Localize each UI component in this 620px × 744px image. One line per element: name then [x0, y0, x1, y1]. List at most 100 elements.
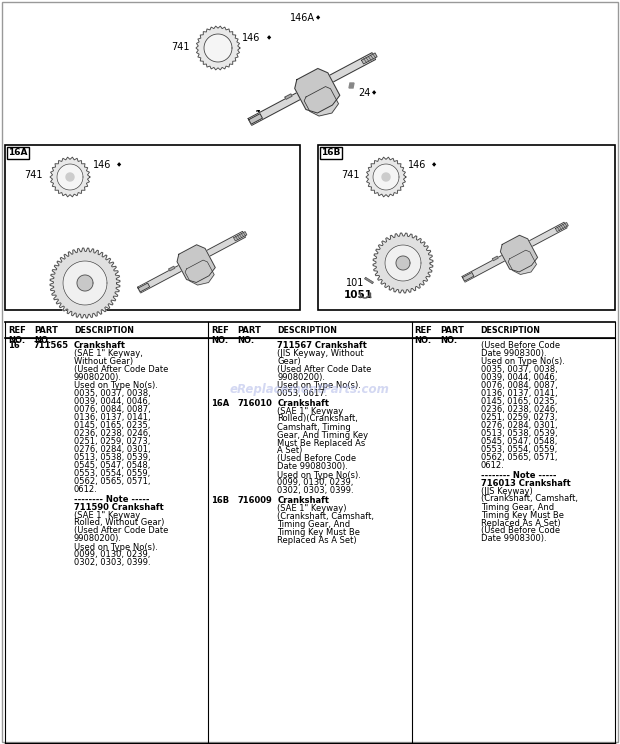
- Polygon shape: [138, 283, 149, 292]
- Text: 0035, 0037, 0038,: 0035, 0037, 0038,: [74, 389, 151, 398]
- Text: 716013 Crankshaft: 716013 Crankshaft: [480, 478, 570, 487]
- Polygon shape: [304, 86, 339, 116]
- Text: Date 9908300).: Date 9908300).: [480, 349, 546, 358]
- Polygon shape: [198, 231, 246, 261]
- Text: 0513, 0538, 0539,: 0513, 0538, 0539,: [74, 453, 151, 462]
- Text: PART
NO.: PART NO.: [441, 326, 464, 345]
- Text: (Crankshaft, Camshaft,: (Crankshaft, Camshaft,: [277, 512, 374, 521]
- Polygon shape: [185, 260, 214, 285]
- Text: (Used Before Code: (Used Before Code: [277, 455, 356, 464]
- Text: (JIS Keyway): (JIS Keyway): [480, 487, 533, 496]
- Text: 0562, 0565, 0571,: 0562, 0565, 0571,: [74, 477, 151, 486]
- Text: 146: 146: [242, 33, 260, 43]
- Text: 0039, 0044, 0046,: 0039, 0044, 0046,: [74, 397, 151, 406]
- Text: 0612.: 0612.: [480, 461, 505, 470]
- Polygon shape: [319, 53, 376, 87]
- Text: 0035, 0037, 0038,: 0035, 0037, 0038,: [480, 365, 557, 374]
- Text: 741: 741: [342, 170, 360, 180]
- Text: 711565: 711565: [34, 341, 69, 350]
- Text: Crankshaft: Crankshaft: [74, 341, 126, 350]
- Polygon shape: [77, 275, 93, 291]
- Text: 99080200).: 99080200).: [74, 373, 122, 382]
- Polygon shape: [57, 164, 83, 190]
- Text: 0612.: 0612.: [74, 485, 98, 494]
- Polygon shape: [285, 94, 292, 100]
- Text: PART
NO.: PART NO.: [34, 326, 58, 345]
- Text: Date 9908300).: Date 9908300).: [480, 534, 546, 544]
- Text: Crankshaft: Crankshaft: [277, 496, 329, 505]
- Polygon shape: [373, 233, 433, 293]
- Polygon shape: [249, 114, 262, 124]
- Text: Rolled, Without Gear): Rolled, Without Gear): [74, 519, 164, 527]
- Text: (Used After Code Date: (Used After Code Date: [277, 365, 372, 374]
- Text: 716009: 716009: [237, 496, 272, 505]
- Text: 0276, 0284, 0301,: 0276, 0284, 0301,: [480, 421, 557, 430]
- Text: 99080200).: 99080200).: [74, 534, 122, 544]
- Text: 0136, 0137, 0141,: 0136, 0137, 0141,: [480, 389, 557, 398]
- Text: 0236, 0238, 0246,: 0236, 0238, 0246,: [480, 405, 557, 414]
- Polygon shape: [204, 34, 232, 62]
- Text: 16: 16: [8, 341, 20, 350]
- Text: Camshaft, Timing: Camshaft, Timing: [277, 423, 351, 432]
- Text: DESCRIPTION: DESCRIPTION: [74, 326, 134, 335]
- Text: 0302, 0303, 0399.: 0302, 0303, 0399.: [277, 487, 354, 496]
- Text: 0545, 0547, 0548,: 0545, 0547, 0548,: [74, 461, 151, 470]
- Text: REF
NO.: REF NO.: [415, 326, 432, 345]
- Text: 0562, 0565, 0571,: 0562, 0565, 0571,: [480, 453, 557, 462]
- Polygon shape: [169, 266, 175, 271]
- Text: Without Gear): Without Gear): [74, 357, 133, 366]
- Text: Date 99080300).: Date 99080300).: [277, 463, 348, 472]
- Text: 711590 Crankshaft: 711590 Crankshaft: [74, 502, 164, 512]
- Text: ◆: ◆: [267, 36, 272, 40]
- Text: -------- Note -----: -------- Note -----: [74, 495, 149, 504]
- Polygon shape: [521, 222, 567, 251]
- Polygon shape: [50, 248, 120, 318]
- Polygon shape: [63, 261, 107, 305]
- Text: (SAE 1" Keyway): (SAE 1" Keyway): [277, 504, 347, 513]
- Polygon shape: [196, 26, 240, 70]
- Text: 741: 741: [172, 42, 190, 52]
- Text: (Used Before Code: (Used Before Code: [480, 341, 560, 350]
- Text: ◆: ◆: [117, 162, 122, 167]
- Text: 0251, 0259, 0273,: 0251, 0259, 0273,: [74, 437, 151, 446]
- Text: 16A: 16A: [8, 148, 28, 157]
- Text: 0236, 0238, 0246,: 0236, 0238, 0246,: [74, 429, 151, 438]
- Text: 0513, 0538, 0539,: 0513, 0538, 0539,: [480, 429, 557, 438]
- Polygon shape: [349, 83, 354, 88]
- Text: Replaced As A Set): Replaced As A Set): [480, 519, 560, 527]
- Text: 0251, 0259, 0273,: 0251, 0259, 0273,: [480, 413, 557, 422]
- Bar: [7, 147, 29, 159]
- Polygon shape: [177, 245, 215, 283]
- Polygon shape: [234, 231, 247, 241]
- Polygon shape: [294, 68, 340, 113]
- Text: Timing Key Must Be: Timing Key Must Be: [277, 528, 360, 537]
- Text: 146A: 146A: [290, 13, 315, 23]
- Text: 0545, 0547, 0548,: 0545, 0547, 0548,: [480, 437, 557, 446]
- Polygon shape: [361, 53, 377, 64]
- Text: DESCRIPTION: DESCRIPTION: [277, 326, 337, 335]
- Text: 0276, 0284, 0301,: 0276, 0284, 0301,: [74, 445, 151, 454]
- Polygon shape: [396, 256, 410, 270]
- FancyArrow shape: [365, 278, 373, 284]
- Text: 0136, 0137, 0141,: 0136, 0137, 0141,: [74, 413, 151, 422]
- Text: Used on Type No(s).: Used on Type No(s).: [277, 470, 361, 479]
- Text: DESCRIPTION: DESCRIPTION: [480, 326, 541, 335]
- Text: (Used Before Code: (Used Before Code: [480, 527, 560, 536]
- Text: 716010: 716010: [237, 399, 272, 408]
- Text: 101: 101: [346, 278, 365, 288]
- Text: 0099, 0130, 0239,: 0099, 0130, 0239,: [74, 551, 151, 559]
- Text: Crankshaft: Crankshaft: [277, 399, 329, 408]
- Text: 16A: 16A: [211, 399, 229, 408]
- Polygon shape: [382, 173, 390, 181]
- Text: A Set): A Set): [277, 446, 303, 455]
- Text: (SAE 1" Keyway: (SAE 1" Keyway: [277, 406, 343, 415]
- Text: eReplacementParts.com: eReplacementParts.com: [230, 383, 390, 397]
- Polygon shape: [500, 235, 538, 272]
- Polygon shape: [138, 265, 182, 293]
- Polygon shape: [556, 222, 568, 231]
- Text: 0076, 0084, 0087,: 0076, 0084, 0087,: [480, 381, 557, 390]
- Text: 0053, 0617.: 0053, 0617.: [277, 389, 327, 398]
- Text: REF
NO.: REF NO.: [211, 326, 229, 345]
- Text: Timing Gear, And: Timing Gear, And: [480, 502, 554, 512]
- Text: Timing Gear, And: Timing Gear, And: [277, 520, 350, 529]
